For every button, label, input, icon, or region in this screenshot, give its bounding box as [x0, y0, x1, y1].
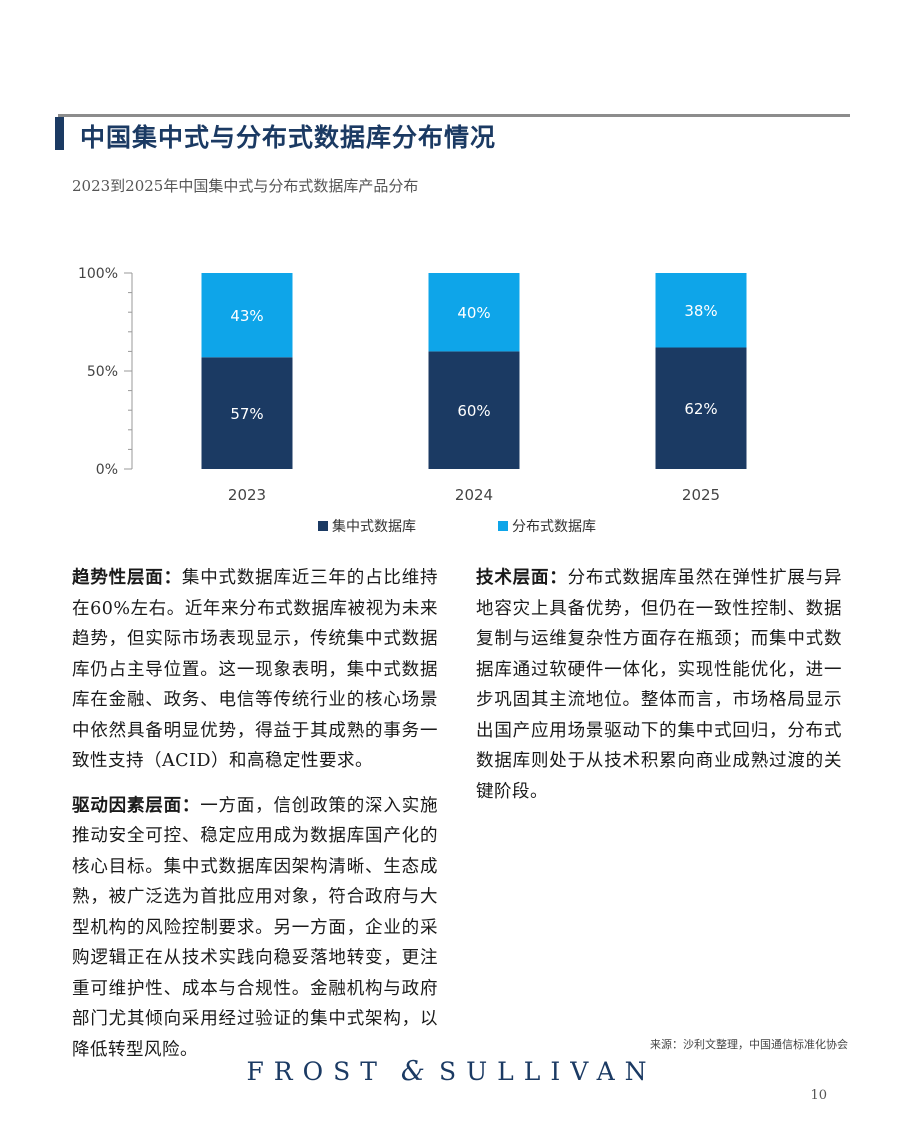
bar-centralized-2024: [428, 351, 520, 469]
data-label: 60%: [457, 402, 490, 420]
y-tick-label: 0%: [96, 462, 118, 478]
data-label: 57%: [230, 405, 263, 423]
brand-logo: FROST & SULLIVAN: [0, 1056, 903, 1087]
text-column-left: 趋势性层面：集中式数据库近三年的占比维持在60%左右。近年来分布式数据库被视为未…: [72, 563, 438, 1079]
top-divider: [58, 114, 850, 117]
paragraph-text: 集中式数据库近三年的占比维持在60%左右。近年来分布式数据库被视为未来趋势，但实…: [72, 568, 439, 771]
data-label: 43%: [230, 307, 263, 325]
x-tick-label: 2023: [228, 486, 266, 504]
bar-distributed-2024: [428, 273, 520, 352]
legend-item-distributed: 分布式数据库: [498, 516, 596, 536]
stacked-bar-chart: 0% 50% 100% 57% 43% 2023 60% 40% 2024 62% 38% 2025: [78, 266, 747, 504]
bar-distributed-2023: [201, 273, 293, 358]
paragraph-drivers: 驱动因素层面：一方面，信创政策的深入实施推动安全可控、稳定应用成为数据库国产化的…: [72, 791, 438, 1066]
paragraph-heading: 趋势性层面：: [72, 568, 182, 588]
paragraph-trend: 趋势性层面：集中式数据库近三年的占比维持在60%左右。近年来分布式数据库被视为未…: [72, 563, 438, 777]
x-tick-label: 2024: [455, 486, 493, 504]
bar-distributed-2025: [655, 273, 747, 348]
title-accent-bar: [55, 117, 64, 150]
page-title: 中国集中式与分布式数据库分布情况: [80, 123, 497, 152]
page-number: 10: [810, 1088, 827, 1103]
bar-centralized-2023: [201, 357, 293, 469]
chart-subtitle: 2023到2025年中国集中式与分布式数据库产品分布: [72, 177, 419, 195]
brand-ampersand: &: [400, 1056, 425, 1087]
paragraph-heading: 技术层面：: [476, 568, 568, 588]
legend-swatch-centralized: [318, 521, 328, 531]
legend-label-centralized: 集中式数据库: [332, 519, 416, 535]
y-tick-label: 50%: [87, 364, 118, 380]
data-label: 38%: [684, 302, 717, 320]
y-tick-label: 100%: [78, 266, 118, 282]
paragraph-technology: 技术层面：分布式数据库虽然在弹性扩展与异地容灾上具备优势，但仍在一致性控制、数据…: [476, 563, 842, 807]
legend-label-distributed: 分布式数据库: [512, 519, 596, 535]
bar-centralized-2025: [655, 347, 747, 469]
source-note: 来源：沙利文整理，中国通信标准化协会: [650, 1038, 848, 1051]
legend-item-centralized: 集中式数据库: [318, 516, 416, 536]
brand-word-sullivan: SULLIVAN: [438, 1057, 657, 1086]
data-label: 40%: [457, 304, 490, 322]
legend-swatch-distributed: [498, 521, 508, 531]
x-tick-label: 2025: [682, 486, 720, 504]
paragraph-heading: 驱动因素层面：: [72, 795, 201, 816]
brand-word-frost: FROST: [246, 1057, 387, 1086]
data-label: 62%: [684, 400, 717, 418]
text-column-right: 技术层面：分布式数据库虽然在弹性扩展与异地容灾上具备优势，但仍在一致性控制、数据…: [476, 563, 842, 821]
paragraph-text: 一方面，信创政策的深入实施推动安全可控、稳定应用成为数据库国产化的核心目标。集中…: [72, 795, 439, 1060]
paragraph-text: 分布式数据库虽然在弹性扩展与异地容灾上具备优势，但仍在一致性控制、数据复制与运维…: [476, 568, 843, 802]
